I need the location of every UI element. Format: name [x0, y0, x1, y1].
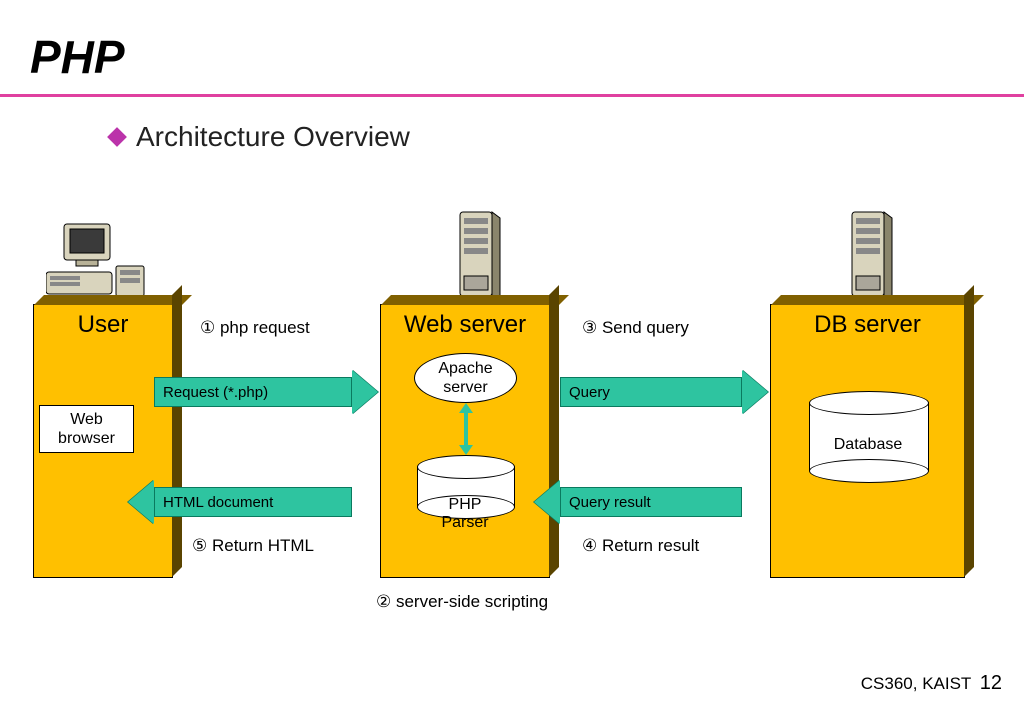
page-number: 12 [980, 672, 1002, 694]
server-tower-icon [850, 210, 894, 300]
subtitle: Architecture Overview [136, 121, 410, 153]
web-server-box: Web server Apacheserver [380, 304, 550, 578]
database-label: Database [808, 436, 928, 454]
user-box-title: User [34, 305, 172, 339]
architecture-diagram: User Webbrowser Web server Apacheserver … [0, 200, 1024, 630]
apache-parser-link-icon [459, 403, 473, 455]
caption-php-request: ① php request [200, 318, 310, 338]
page-title: PHP [30, 30, 1024, 84]
php-parser-label: PHPParser [416, 496, 514, 532]
caption-return-result: ④ Return result [582, 536, 699, 556]
html-arrow: HTML document [128, 480, 378, 524]
apache-server-node: Apacheserver [414, 353, 517, 403]
query-result-arrow: Query result [534, 480, 768, 524]
web-browser-label: Webbrowser [58, 410, 115, 448]
course-code: CS360, KAIST [861, 674, 971, 693]
db-server-title: DB server [771, 305, 964, 339]
query-result-arrow-label: Query result [569, 494, 651, 511]
query-arrow-label: Query [569, 384, 610, 401]
web-browser-box: Webbrowser [39, 405, 134, 453]
caption-send-query: ③ Send query [582, 318, 689, 338]
bullet-icon [107, 127, 127, 147]
slide-footer: CS360, KAIST 12 [861, 672, 1002, 695]
request-arrow: Request (*.php) [154, 370, 378, 414]
apache-label: Apacheserver [438, 359, 492, 397]
desktop-pc-icon [46, 222, 146, 300]
web-server-title: Web server [381, 305, 549, 339]
caption-return-html: ⑤ Return HTML [192, 536, 314, 556]
caption-server-side-scripting: ② server-side scripting [376, 592, 548, 612]
title-rule [0, 94, 1024, 97]
query-arrow: Query [560, 370, 768, 414]
user-box: User Webbrowser [33, 304, 173, 578]
request-arrow-label: Request (*.php) [163, 384, 268, 401]
html-arrow-label: HTML document [163, 494, 273, 511]
server-tower-icon [458, 210, 502, 300]
subtitle-row: Architecture Overview [110, 121, 1024, 153]
